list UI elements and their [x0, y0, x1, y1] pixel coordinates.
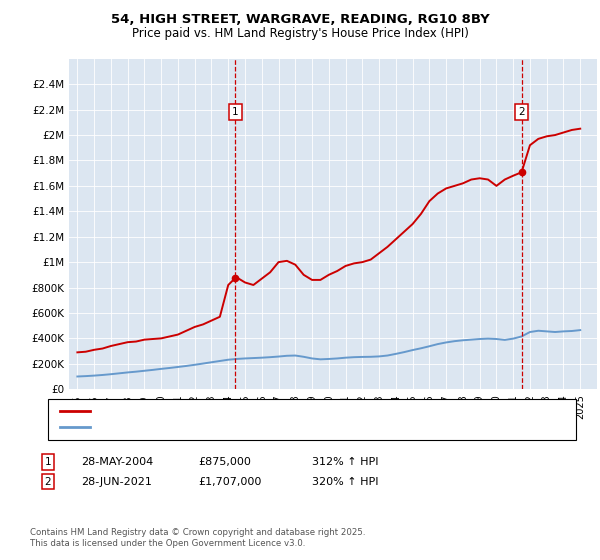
Text: 320% ↑ HPI: 320% ↑ HPI [312, 477, 379, 487]
Text: 2: 2 [518, 107, 525, 117]
Text: 54, HIGH STREET, WARGRAVE, READING, RG10 8BY (semi-detached house): 54, HIGH STREET, WARGRAVE, READING, RG10… [99, 406, 489, 416]
Text: Price paid vs. HM Land Registry's House Price Index (HPI): Price paid vs. HM Land Registry's House … [131, 27, 469, 40]
Text: 2: 2 [44, 477, 52, 487]
Text: HPI: Average price, semi-detached house, Wokingham: HPI: Average price, semi-detached house,… [99, 422, 382, 432]
Text: 28-JUN-2021: 28-JUN-2021 [81, 477, 152, 487]
Text: £1,707,000: £1,707,000 [198, 477, 262, 487]
Text: 312% ↑ HPI: 312% ↑ HPI [312, 457, 379, 467]
Text: £875,000: £875,000 [198, 457, 251, 467]
Text: Contains HM Land Registry data © Crown copyright and database right 2025.
This d: Contains HM Land Registry data © Crown c… [30, 528, 365, 548]
Text: 1: 1 [44, 457, 52, 467]
Text: 1: 1 [232, 107, 239, 117]
Text: 28-MAY-2004: 28-MAY-2004 [81, 457, 153, 467]
Text: 54, HIGH STREET, WARGRAVE, READING, RG10 8BY: 54, HIGH STREET, WARGRAVE, READING, RG10… [110, 13, 490, 26]
